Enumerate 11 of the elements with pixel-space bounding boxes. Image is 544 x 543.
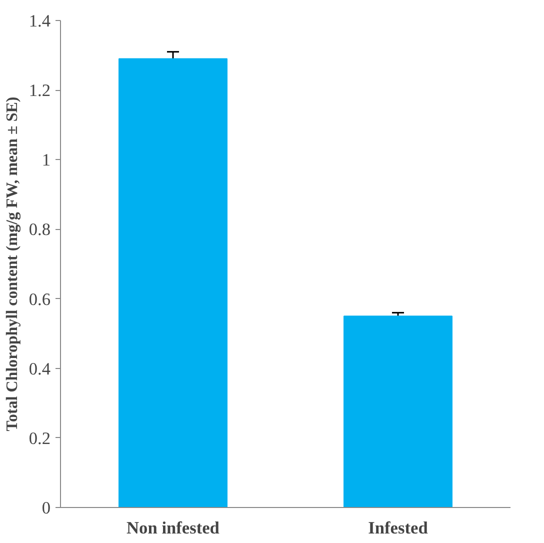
y-tick-label: 0.4	[28, 359, 51, 378]
y-tick-label: 0.6	[28, 290, 51, 309]
y-tick-label: 0	[42, 498, 51, 518]
x-tick-label: Infested	[368, 518, 428, 538]
y-tick-label: 1.2	[28, 81, 51, 100]
x-tick-label: Non infested	[126, 518, 220, 538]
y-tick-label: 1.4	[28, 12, 51, 30]
y-axis-title: Total Chlorophyll content (mg/g FW, mean ± SE)	[4, 96, 21, 432]
y-tick-label: 1	[42, 150, 51, 170]
y-tick-label: 0.8	[28, 220, 51, 240]
y-tick-label: 0.2	[28, 428, 51, 448]
